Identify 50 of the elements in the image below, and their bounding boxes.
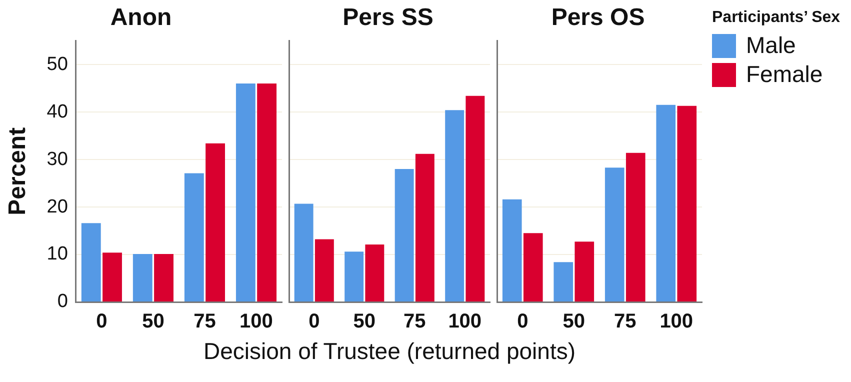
y-tick-label: 20 bbox=[46, 196, 68, 218]
bar bbox=[344, 252, 364, 302]
legend-title: Participants’ Sex bbox=[712, 8, 842, 27]
bar bbox=[394, 169, 414, 302]
bar bbox=[677, 106, 697, 302]
bar bbox=[102, 252, 122, 302]
bar bbox=[466, 96, 485, 302]
bar bbox=[626, 152, 646, 302]
bar bbox=[656, 104, 676, 302]
chart-title: Pers OS bbox=[551, 4, 645, 32]
chart-title: Anon bbox=[110, 4, 172, 32]
bar bbox=[257, 84, 277, 302]
bar bbox=[294, 204, 314, 302]
legend-label: Female bbox=[746, 61, 823, 88]
y-tick-label: 10 bbox=[46, 244, 68, 265]
y-tick-label: 50 bbox=[46, 54, 68, 75]
legend-label: Male bbox=[746, 32, 796, 59]
x-tick-label: 100 bbox=[660, 310, 694, 333]
bar bbox=[554, 262, 574, 302]
x-tick-label: 75 bbox=[404, 310, 426, 333]
bar bbox=[184, 173, 204, 302]
bar bbox=[415, 154, 434, 302]
x-tick-label: 50 bbox=[142, 310, 164, 333]
x-tick-label: 75 bbox=[614, 310, 636, 333]
x-tick-label: 50 bbox=[562, 310, 585, 333]
x-axis-title: Decision of Trustee (returned points) bbox=[204, 338, 576, 365]
bar bbox=[365, 244, 384, 302]
y-tick-label: 30 bbox=[46, 148, 68, 170]
bar bbox=[445, 110, 464, 302]
bar bbox=[132, 254, 152, 302]
x-tick-label: 0 bbox=[517, 310, 528, 333]
x-tick-label: 100 bbox=[240, 310, 273, 333]
x-tick-label: 0 bbox=[96, 310, 108, 333]
bar bbox=[523, 233, 543, 302]
bar bbox=[604, 168, 624, 302]
x-tick-label: 50 bbox=[353, 310, 376, 333]
bar bbox=[81, 223, 101, 302]
bar bbox=[154, 254, 174, 302]
bar bbox=[502, 199, 522, 302]
x-tick-label: 75 bbox=[194, 310, 216, 333]
bar bbox=[236, 84, 256, 302]
chart-title: Pers SS bbox=[342, 4, 434, 32]
x-tick-label: 100 bbox=[448, 310, 482, 333]
bar bbox=[314, 239, 334, 302]
y-axis-title: Percent bbox=[4, 127, 32, 216]
bar bbox=[206, 143, 225, 302]
y-tick-label: 40 bbox=[46, 101, 68, 122]
y-tick-label: 0 bbox=[57, 291, 68, 312]
bar bbox=[574, 242, 594, 302]
x-tick-label: 0 bbox=[308, 310, 320, 333]
